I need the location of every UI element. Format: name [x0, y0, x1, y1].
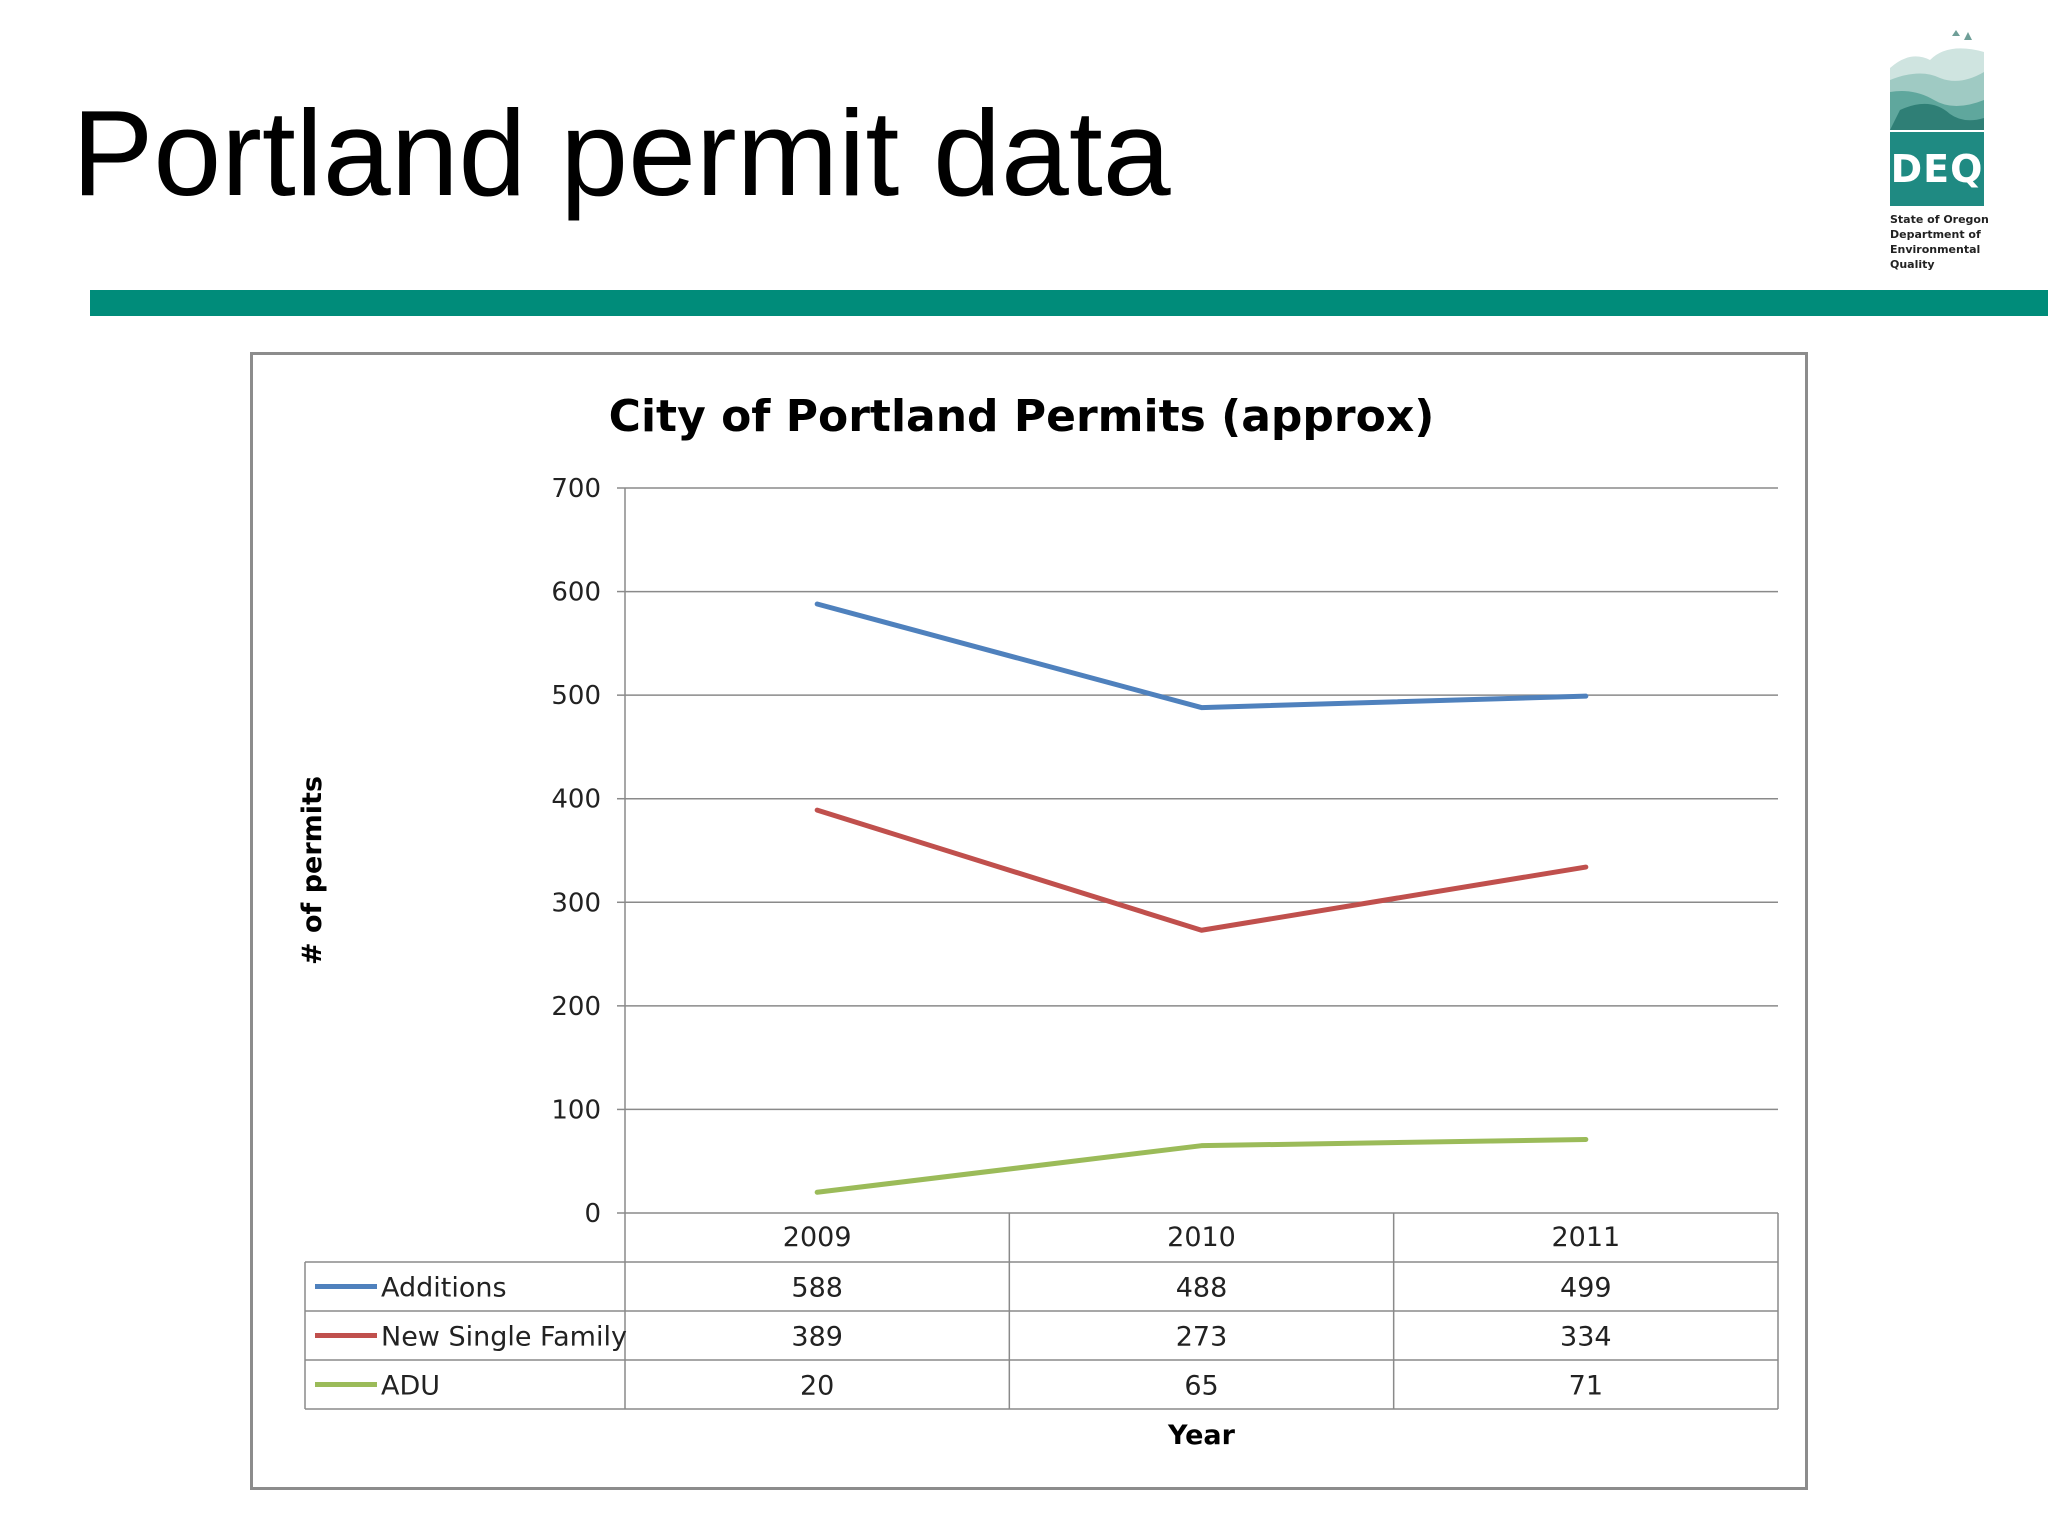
- deq-wordmark: DEQ: [1890, 132, 1984, 206]
- table-value: 588: [791, 1273, 843, 1304]
- x-axis-label: Year: [1167, 1420, 1236, 1451]
- deq-logo: DEQ State of Oregon Department of Enviro…: [1884, 30, 1989, 271]
- y-tick-label: 200: [551, 992, 601, 1022]
- legend-label: New Single Family: [381, 1322, 627, 1353]
- logo-line: State of Oregon: [1890, 213, 1989, 226]
- table-value: 389: [791, 1322, 843, 1353]
- y-tick-label: 600: [551, 578, 601, 608]
- table-value: 20: [800, 1371, 834, 1402]
- line-chart: City of Portland Permits (approx) 0 100 200…: [297, 391, 1779, 1451]
- logo-line: Environmental: [1890, 243, 1981, 256]
- logo-line: Quality: [1890, 258, 1935, 271]
- x-category-label: 2009: [783, 1222, 852, 1253]
- y-tick-label: 300: [551, 888, 601, 918]
- x-category-label: 2010: [1167, 1222, 1236, 1253]
- title-divider: [90, 290, 2048, 316]
- x-category-label: 2011: [1551, 1222, 1620, 1253]
- table-value: 65: [1184, 1371, 1218, 1402]
- y-tick-label: 100: [551, 1095, 601, 1125]
- y-tick-label: 700: [551, 474, 601, 504]
- series-line: [814, 807, 1589, 933]
- legend-label: ADU: [381, 1371, 440, 1402]
- series-line: [814, 601, 1589, 711]
- table-value: 71: [1569, 1371, 1603, 1402]
- table-value: 499: [1560, 1273, 1612, 1304]
- y-tick-label: 400: [551, 785, 601, 815]
- table-value: 334: [1560, 1322, 1612, 1353]
- series-line: [814, 1136, 1589, 1195]
- table-value: 488: [1176, 1273, 1228, 1304]
- y-tick-label: 500: [551, 681, 601, 711]
- legend-label: Additions: [381, 1273, 507, 1304]
- slide-title: Portland permit data: [72, 85, 1171, 221]
- chart-frame: City of Portland Permits (approx) 0 100 200…: [250, 352, 1808, 1490]
- y-tick-label: 0: [584, 1199, 601, 1229]
- logo-line: Department of: [1890, 228, 1981, 241]
- chart-title: City of Portland Permits (approx): [609, 391, 1435, 442]
- landscape-icon: [1890, 30, 1984, 130]
- y-axis-label: # of permits: [297, 776, 328, 965]
- table-value: 273: [1176, 1322, 1228, 1353]
- logo-subtitle: State of Oregon Department of Environmen…: [1890, 212, 1990, 272]
